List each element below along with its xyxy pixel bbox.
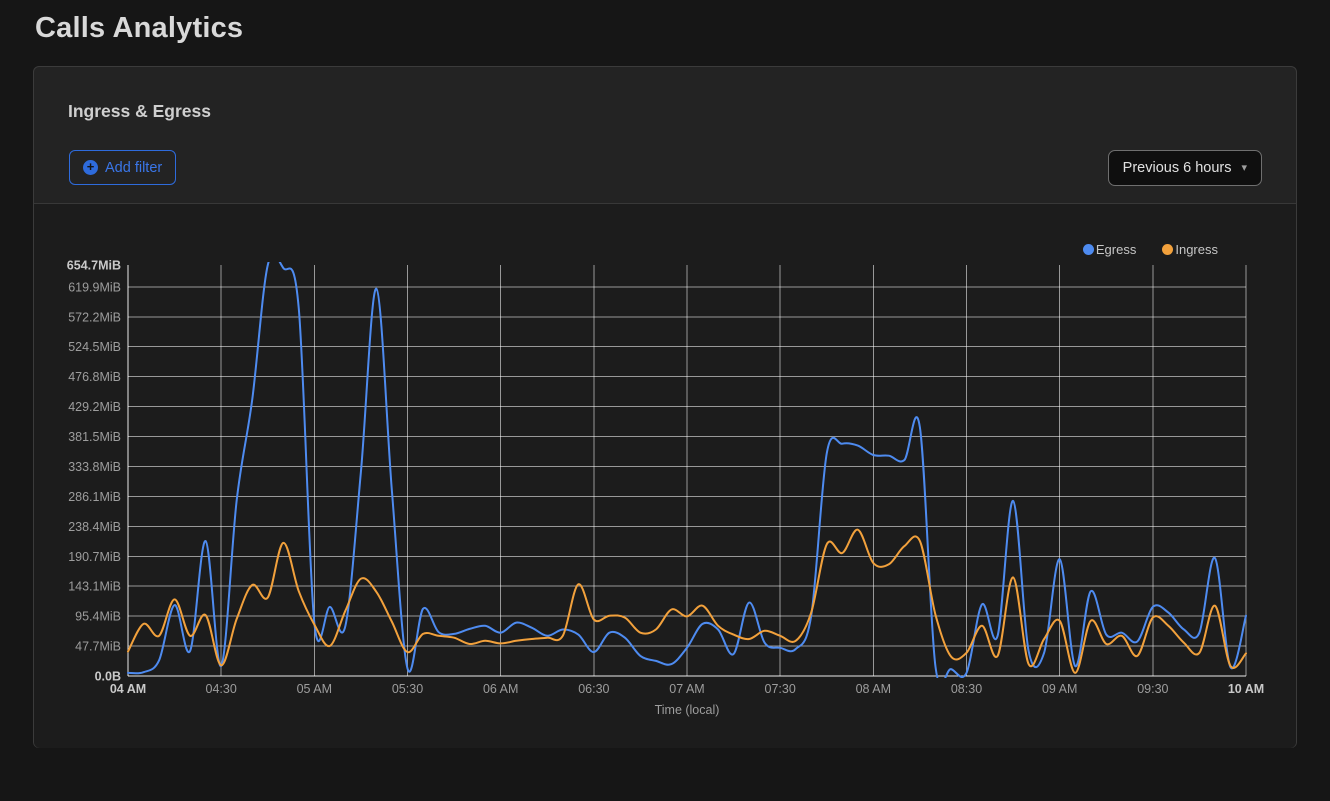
x-axis-title: Time (local) xyxy=(655,703,720,717)
x-tick-label: 09 AM xyxy=(1042,682,1077,696)
y-tick-label: 190.7MiB xyxy=(68,550,121,564)
add-filter-button[interactable]: + Add filter xyxy=(69,150,177,185)
page-title: Calls Analytics xyxy=(35,12,244,44)
x-tick-label: 06 AM xyxy=(483,682,518,696)
x-tick-label: 04 AM xyxy=(110,682,146,696)
x-tick-label: 07:30 xyxy=(765,682,796,696)
x-tick-label: 08 AM xyxy=(856,682,891,696)
panel-title: Ingress & Egress xyxy=(68,101,211,121)
x-tick-label: 06:30 xyxy=(578,682,609,696)
chart-legend: Egress Ingress xyxy=(1082,242,1218,257)
y-tick-label: 0.0B xyxy=(95,670,121,684)
y-tick-label: 572.2MiB xyxy=(68,310,121,324)
x-tick-label: 08:30 xyxy=(951,682,982,696)
add-filter-label: Add filter xyxy=(105,159,163,176)
x-tick-label: 04:30 xyxy=(206,682,237,696)
y-tick-label: 333.8MiB xyxy=(68,460,121,474)
plus-circle-icon: + xyxy=(83,160,98,175)
time-range-dropdown[interactable]: Previous 6 hours ▾ xyxy=(1107,150,1262,186)
x-tick-label: 09:30 xyxy=(1137,682,1168,696)
chart-area: Egress Ingress 654.7MiB 619.9MiB 572.2MiB 52… xyxy=(34,204,1296,748)
caret-down-icon: ▾ xyxy=(1241,161,1247,174)
time-range-label: Previous 6 hours xyxy=(1122,160,1232,176)
analytics-panel: Ingress & Egress + Add filter Previous 6… xyxy=(33,66,1297,748)
legend-item-ingress[interactable]: Ingress xyxy=(1162,242,1218,257)
panel-header: Ingress & Egress + Add filter Previous 6… xyxy=(34,67,1296,204)
y-tick-label: 429.2MiB xyxy=(68,400,121,414)
legend-item-egress[interactable]: Egress xyxy=(1082,242,1137,257)
y-tick-label: 619.9MiB xyxy=(68,280,121,294)
chart-svg[interactable]: 654.7MiB 619.9MiB 572.2MiB 524.5MiB 476.8MiB… xyxy=(34,204,1298,748)
x-tick-label: 05 AM xyxy=(297,682,332,696)
y-tick-label: 286.1MiB xyxy=(68,490,121,504)
y-tick-label: 654.7MiB xyxy=(67,259,121,273)
legend-dot-egress xyxy=(1082,244,1094,255)
y-tick-label: 238.4MiB xyxy=(68,520,121,534)
y-tick-label: 95.4MiB xyxy=(75,610,121,624)
x-tick-label: 10 AM xyxy=(1228,682,1264,696)
y-tick-label: 476.8MiB xyxy=(68,370,121,384)
legend-dot-ingress xyxy=(1162,244,1174,255)
x-tick-label: 05:30 xyxy=(392,682,423,696)
legend-label-ingress: Ingress xyxy=(1175,242,1218,257)
legend-label-egress: Egress xyxy=(1095,242,1137,257)
egress-line xyxy=(127,262,1247,678)
y-tick-label: 143.1MiB xyxy=(68,580,121,594)
y-tick-label: 524.5MiB xyxy=(68,340,121,354)
x-tick-label: 07 AM xyxy=(669,682,704,696)
y-tick-label: 381.5MiB xyxy=(68,430,121,444)
ingress-line xyxy=(127,528,1247,674)
y-tick-label: 47.7MiB xyxy=(75,640,121,654)
